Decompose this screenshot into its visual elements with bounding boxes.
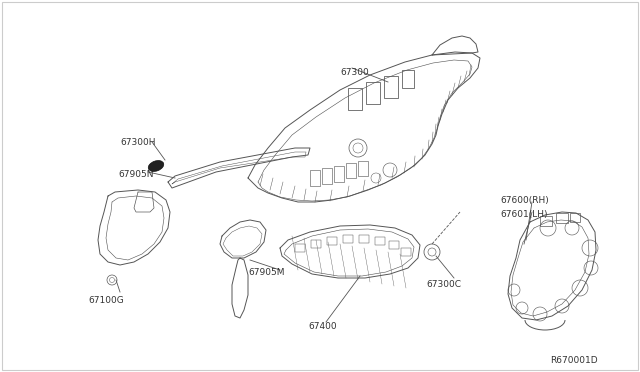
Text: 67905M: 67905M	[248, 268, 285, 277]
Bar	[322, 168, 332, 184]
Text: 67400: 67400	[308, 322, 337, 331]
Bar	[348, 88, 362, 110]
Bar	[295, 244, 305, 252]
Bar	[310, 170, 320, 186]
Bar	[570, 213, 580, 222]
Bar	[343, 235, 353, 243]
Ellipse shape	[148, 161, 164, 171]
Bar	[359, 235, 369, 243]
Bar	[384, 76, 398, 98]
Bar	[366, 82, 380, 104]
Bar	[375, 237, 385, 245]
Bar	[401, 248, 411, 256]
Bar	[346, 163, 356, 178]
Bar	[327, 237, 337, 245]
Text: 67905N: 67905N	[118, 170, 154, 179]
Text: 67300H: 67300H	[120, 138, 156, 147]
Text: 67601(LH): 67601(LH)	[500, 210, 547, 219]
Bar	[389, 241, 399, 249]
Bar	[334, 166, 344, 182]
Text: R670001D: R670001D	[550, 356, 598, 365]
Bar	[358, 161, 368, 176]
Bar	[540, 216, 552, 226]
Text: 67100G: 67100G	[88, 296, 124, 305]
Bar	[311, 240, 321, 248]
Bar	[556, 213, 568, 223]
Text: 67300C: 67300C	[426, 280, 461, 289]
Text: 67600(RH): 67600(RH)	[500, 196, 548, 205]
Bar	[402, 70, 414, 88]
Text: 67300: 67300	[340, 68, 369, 77]
